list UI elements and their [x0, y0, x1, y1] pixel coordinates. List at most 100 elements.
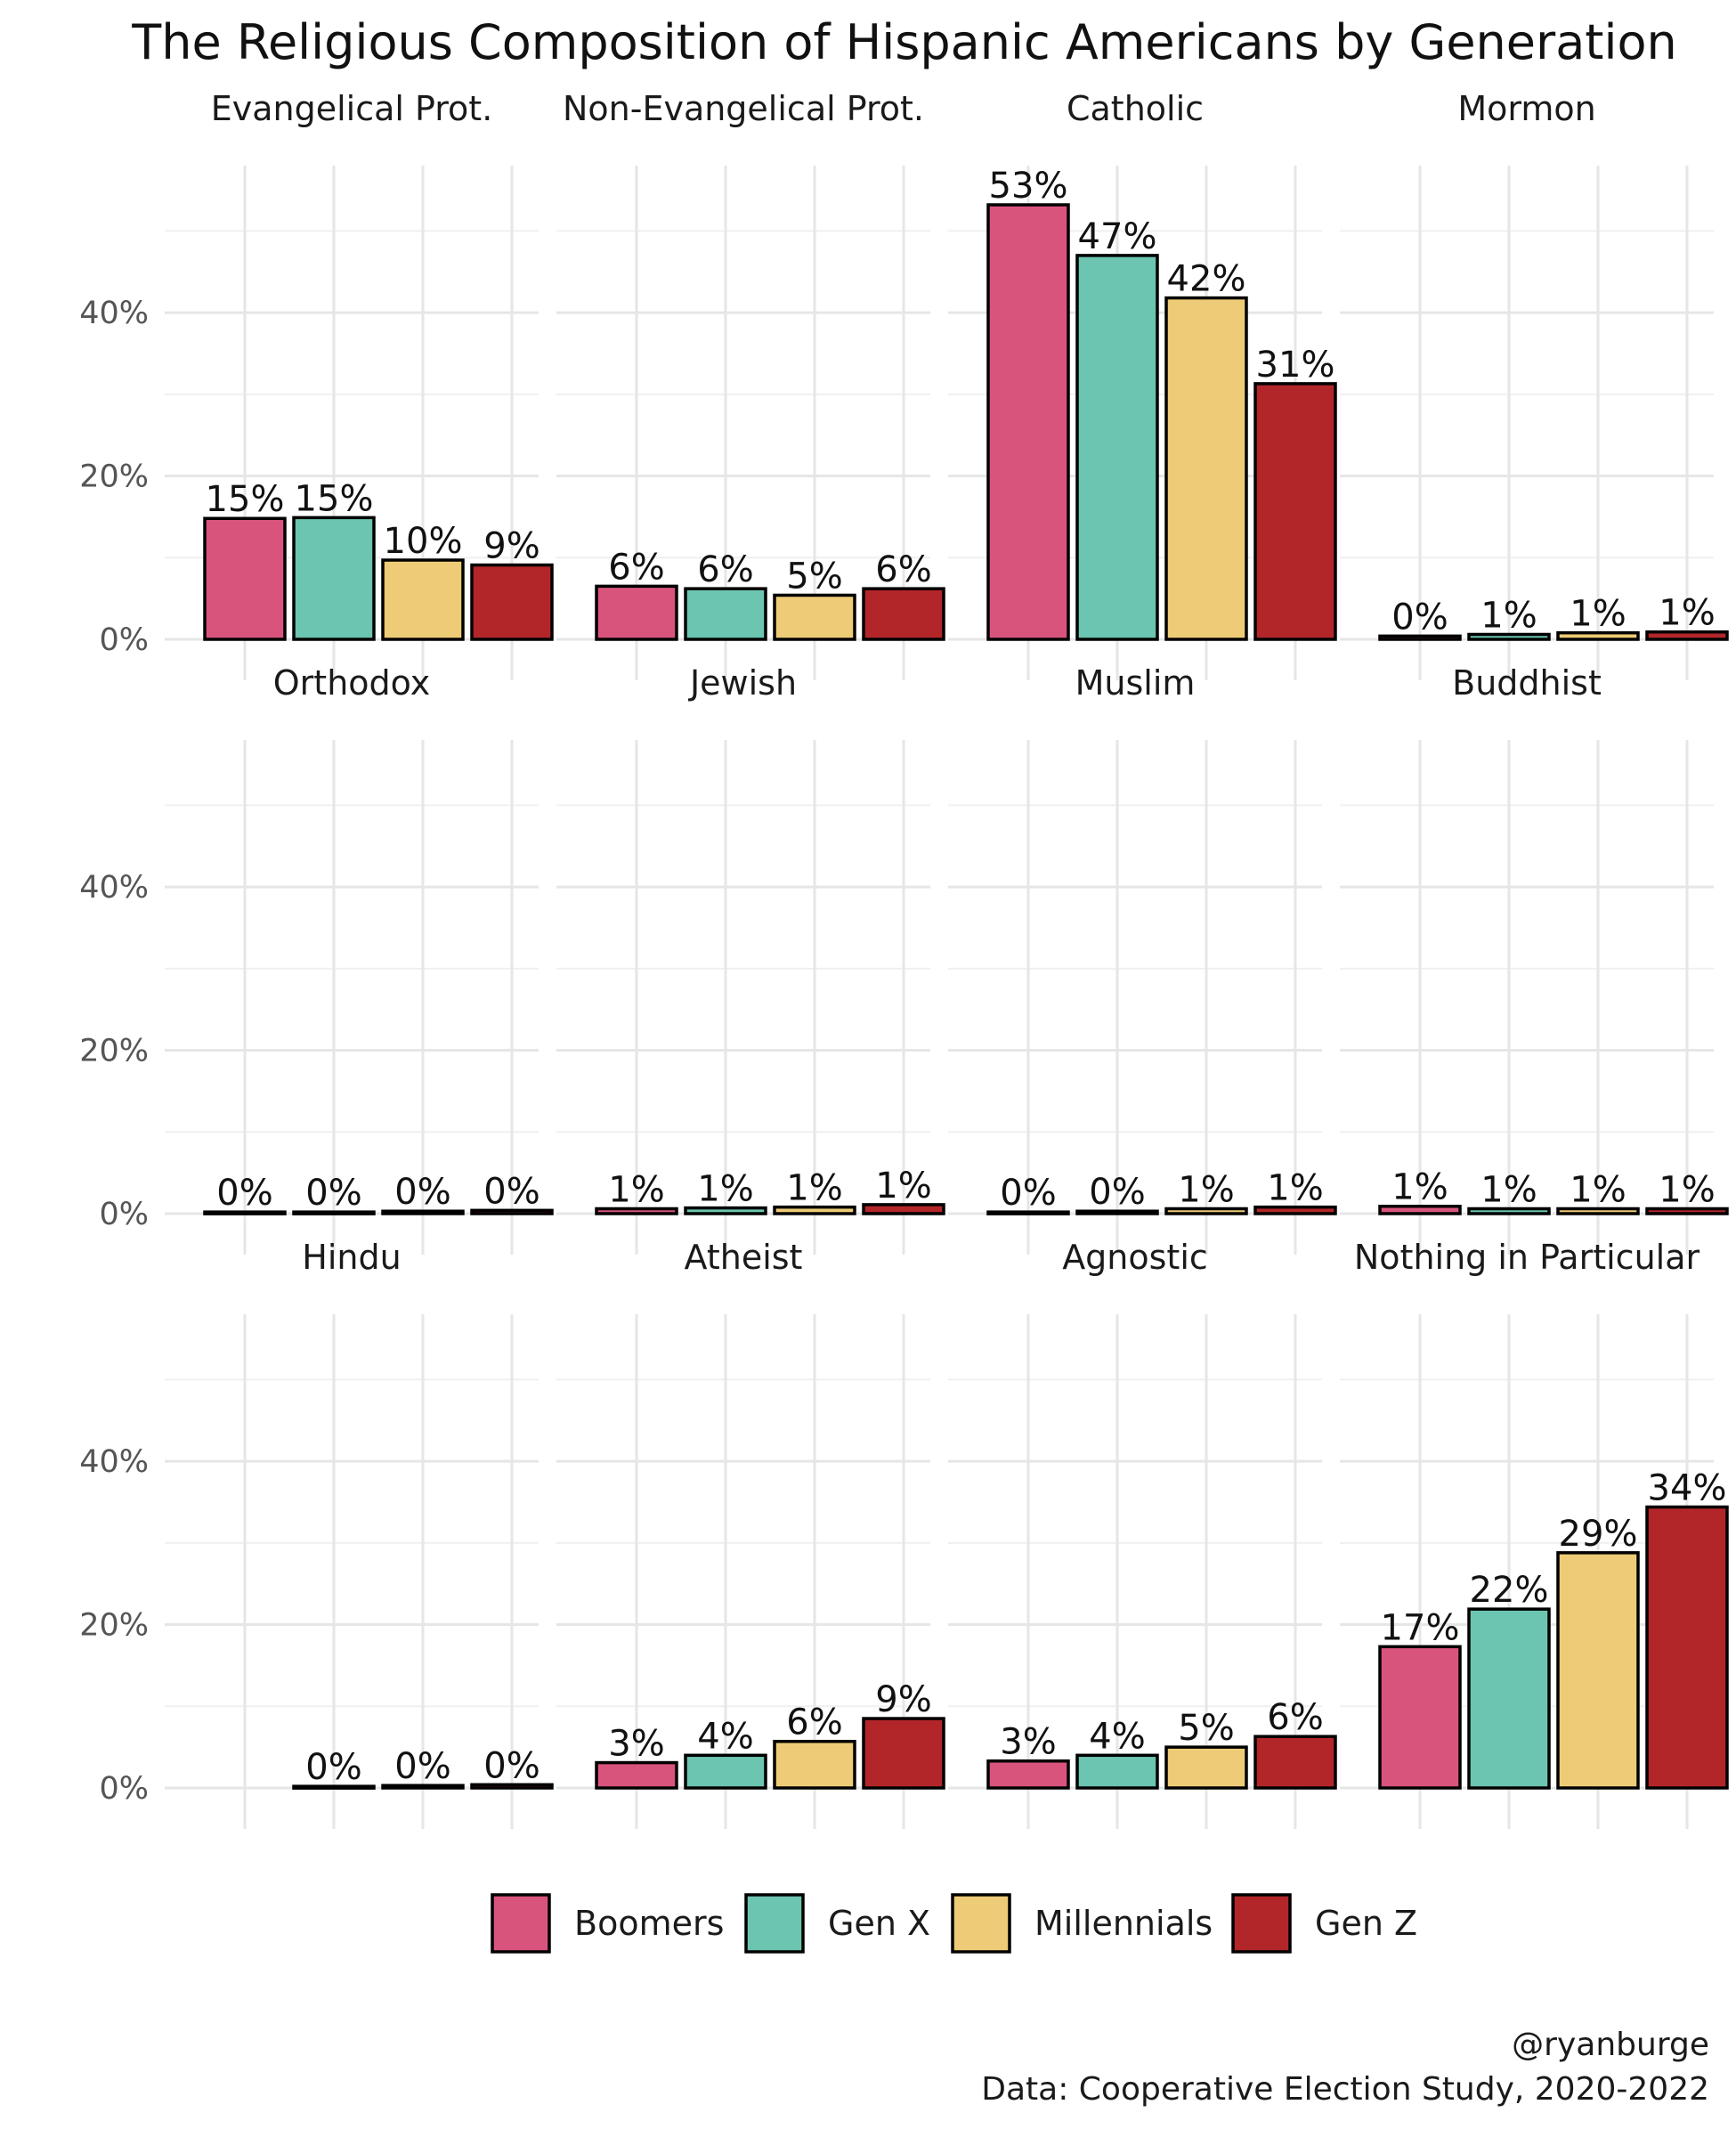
data-label: 0%	[1391, 597, 1448, 638]
data-label: 1%	[1570, 1169, 1626, 1210]
bar-mormon-boomers	[1378, 634, 1462, 641]
data-label: 6%	[875, 549, 931, 590]
data-label: 1%	[1659, 593, 1715, 634]
data-label: 31%	[1256, 345, 1335, 386]
bar-evangelical-prot-boomers	[203, 516, 287, 641]
legend-item-boomers: Boomers	[491, 1893, 724, 1954]
bar-orthodox-gen-z	[470, 1208, 554, 1215]
facet-panels: Evangelical Prot.0%20%40%15% 15%10% 9%Non-…	[79, 89, 1729, 1829]
data-label: 0%	[1089, 1172, 1145, 1213]
caption-handle: @ryanburge	[1512, 2027, 1709, 2063]
legend-item-millennials: Millennials	[951, 1893, 1213, 1954]
bar-buddhist-boomers	[1378, 1204, 1462, 1215]
data-label: 1%	[608, 1169, 664, 1210]
bar-jewish-gen-z	[862, 1203, 945, 1215]
data-label: 0%	[305, 1173, 361, 1214]
data-label: 1%	[1267, 1168, 1323, 1209]
data-label: 1%	[1480, 595, 1537, 636]
legend-item-gen-x: Gen X	[744, 1893, 930, 1954]
facet-panel-atheist: Atheist 3% 4% 6% 9%	[556, 1238, 945, 1829]
bar-muslim-boomers	[986, 1210, 1070, 1215]
data-label: 6%	[608, 547, 664, 588]
facet-panel-hindu: Hindu 0% 20% 40% 0% 0% 0%	[79, 1238, 554, 1829]
bar-catholic-gen-z	[1253, 382, 1337, 641]
bar-mormon-gen-z	[1645, 630, 1729, 641]
bar-muslim-millennials	[1164, 1207, 1248, 1215]
legend-label: Gen Z	[1315, 1904, 1417, 1943]
data-label: 1%	[1178, 1169, 1234, 1210]
data-label: 0%	[483, 1171, 539, 1212]
data-label: 0%	[483, 1745, 539, 1786]
bar-orthodox-millennials	[381, 1209, 465, 1215]
bar-atheist-gen-x	[684, 1753, 767, 1790]
bar-agnostic-gen-z	[1253, 1735, 1337, 1790]
bar-hindu-gen-x	[292, 1784, 376, 1790]
data-label: 0%	[305, 1747, 361, 1788]
data-label: 15%	[206, 479, 285, 520]
data-label: 1%	[1570, 594, 1626, 635]
bar-evangelical-prot-gen-z	[470, 563, 554, 641]
caption-source: Data: Cooperative Election Study, 2020-2…	[981, 2071, 1709, 2108]
facet-title-orthodox: Orthodox	[273, 663, 430, 703]
bar-orthodox-boomers	[203, 1210, 287, 1215]
facet-title-evangelical-prot: Evangelical Prot.	[211, 89, 493, 128]
y-tick-label: 20%	[79, 1034, 149, 1069]
legend-label: Boomers	[574, 1904, 724, 1943]
legend-label: Gen X	[828, 1904, 930, 1943]
y-tick-label: 20%	[79, 1608, 149, 1644]
data-label: 47%	[1078, 216, 1157, 257]
bar-buddhist-gen-x	[1467, 1207, 1551, 1215]
bar-buddhist-millennials	[1556, 1207, 1640, 1215]
facet-panel-nothing-in-particular: Nothing in Particular 17%22%29%34%	[1340, 1238, 1729, 1829]
facet-title-hindu: Hindu	[302, 1238, 401, 1277]
bar-non-evangelical-prot-gen-x	[684, 587, 767, 641]
bar-muslim-gen-x	[1075, 1209, 1159, 1215]
data-label: 29%	[1559, 1514, 1638, 1555]
bar-atheist-gen-z	[862, 1717, 945, 1790]
bar-jewish-gen-x	[684, 1206, 767, 1215]
chart-title: The Religious Composition of Hispanic Am…	[131, 14, 1677, 70]
data-label: 10%	[384, 521, 463, 562]
bar-hindu-gen-z	[470, 1783, 554, 1790]
data-label: 9%	[483, 526, 539, 567]
facet-title-buddhist: Buddhist	[1452, 663, 1602, 703]
bar-nothing-in-particular-millennials	[1556, 1551, 1640, 1790]
facet-title-catholic: Catholic	[1067, 89, 1204, 128]
data-label: 15%	[295, 478, 374, 519]
legend-swatch	[1231, 1893, 1292, 1954]
bar-nothing-in-particular-boomers	[1378, 1645, 1462, 1790]
data-label: 0%	[216, 1173, 272, 1214]
bar-catholic-boomers	[986, 203, 1070, 641]
bar-jewish-boomers	[595, 1207, 678, 1215]
data-label: 6%	[786, 1702, 842, 1743]
bar-nothing-in-particular-gen-z	[1645, 1505, 1729, 1790]
bar-buddhist-gen-z	[1645, 1207, 1729, 1215]
y-tick-label: 20%	[79, 459, 149, 495]
bar-mormon-millennials	[1556, 630, 1640, 641]
data-label: 34%	[1648, 1467, 1727, 1508]
facet-title-atheist: Atheist	[685, 1238, 803, 1277]
data-label: 1%	[1391, 1167, 1448, 1208]
legend-swatch	[744, 1893, 805, 1954]
data-label: 4%	[697, 1716, 753, 1757]
facet-panel-mormon: Mormon 0% 1% 1% 1%	[1340, 89, 1729, 680]
bar-agnostic-boomers	[986, 1759, 1070, 1790]
data-label: 1%	[697, 1169, 753, 1210]
facet-title-agnostic: Agnostic	[1062, 1238, 1208, 1277]
y-tick-label: 0%	[99, 1197, 149, 1232]
bar-agnostic-gen-x	[1075, 1753, 1159, 1790]
data-label: 0%	[394, 1746, 450, 1787]
data-label: 0%	[1000, 1173, 1056, 1214]
facet-panel-non-evangelical-prot: Non-Evangelical Prot. 6% 6% 5% 6%	[556, 89, 945, 680]
legend-swatch	[491, 1893, 551, 1954]
facet-title-nothing-in-particular: Nothing in Particular	[1354, 1238, 1700, 1277]
data-label: 1%	[786, 1168, 842, 1209]
data-label: 1%	[1480, 1169, 1537, 1210]
facet-panel-orthodox: Orthodox 0% 20% 40% 0% 0% 0% 0%	[79, 663, 554, 1255]
bar-jewish-millennials	[773, 1205, 856, 1215]
y-tick-label: 0%	[99, 622, 149, 658]
data-label: 4%	[1089, 1716, 1145, 1757]
y-tick-label: 40%	[79, 296, 149, 331]
